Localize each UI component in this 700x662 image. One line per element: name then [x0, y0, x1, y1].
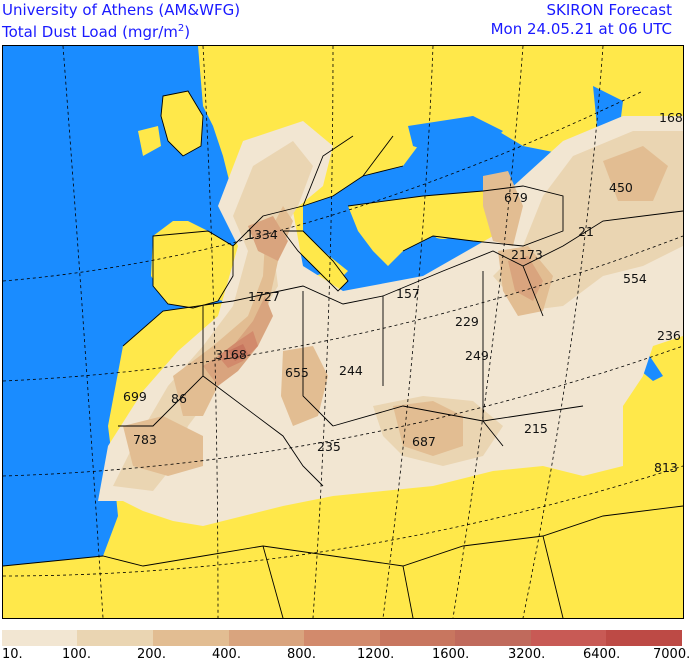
value-label: 235 — [317, 439, 341, 454]
value-label: 813 — [654, 460, 678, 475]
legend-swatch — [455, 630, 531, 646]
value-label: 450 — [609, 180, 633, 195]
legend-swatch — [77, 630, 153, 646]
dust-level-400c — [508, 256, 543, 301]
legend-tick-label: 400. — [212, 647, 241, 662]
legend-tick-label: 1200. — [357, 647, 395, 662]
legend-swatch — [531, 630, 606, 646]
value-label: 655 — [285, 365, 309, 380]
legend-swatch — [153, 630, 229, 646]
value-label: 679 — [504, 190, 528, 205]
legend-swatch — [304, 630, 380, 646]
value-label: 554 — [623, 271, 647, 286]
value-label: 168 — [659, 110, 683, 125]
legend-swatch — [606, 630, 682, 646]
dust-map: 1334 1727 3168 655 244 699 86 783 235 68… — [2, 45, 684, 619]
value-label: 215 — [524, 421, 548, 436]
dust-level-200b — [123, 416, 203, 476]
value-label: 783 — [133, 432, 157, 447]
product-close: ) — [184, 23, 191, 41]
value-label: 229 — [455, 314, 479, 329]
value-label: 236 — [657, 328, 681, 343]
graticule — [3, 46, 683, 618]
value-label: 699 — [123, 389, 147, 404]
value-label: 3168 — [215, 347, 247, 362]
valid-time: Mon 24.05.21 at 06 UTC — [490, 20, 672, 38]
color-legend — [2, 630, 682, 646]
value-label: 2173 — [511, 247, 543, 262]
map-canvas: 1334 1727 3168 655 244 699 86 783 235 68… — [3, 46, 683, 618]
dust-level-200c — [281, 346, 328, 426]
dust-layers — [98, 116, 683, 526]
legend-tick-label: 6400. — [583, 647, 621, 662]
product-title: Total Dust Load (mgr/m2) — [2, 20, 190, 41]
dust-level-1200 — [228, 344, 248, 361]
legend-tick-label: 1600. — [432, 647, 470, 662]
unit-exponent: 2 — [177, 23, 185, 34]
dust-level-200d — [393, 401, 463, 456]
legend-tick-label: 200. — [137, 647, 166, 662]
value-label: 86 — [171, 391, 187, 406]
value-label: 1727 — [248, 289, 280, 304]
value-label: 1334 — [246, 227, 278, 242]
institution-title: University of Athens (AM&WFG) — [2, 1, 241, 19]
legend-swatch — [2, 630, 77, 646]
forecast-name: SKIRON Forecast — [546, 1, 672, 19]
value-labels: 1334 1727 3168 655 244 699 86 783 235 68… — [123, 110, 683, 475]
country-borders — [3, 90, 683, 618]
legend-swatch — [380, 630, 455, 646]
value-label: 244 — [339, 363, 363, 378]
legend-tick-label: 100. — [62, 647, 91, 662]
value-label: 157 — [396, 286, 420, 301]
legend-tick-label: 10. — [2, 647, 23, 662]
product-label: Total Dust Load (mgr/m — [2, 23, 178, 41]
legend-swatch — [229, 630, 304, 646]
legend-tick-label: 800. — [287, 647, 316, 662]
dust-level-200g — [603, 146, 668, 201]
legend-tick-label: 3200. — [508, 647, 546, 662]
value-label: 249 — [465, 348, 489, 363]
value-label: 687 — [412, 434, 436, 449]
value-label: 21 — [578, 224, 594, 239]
legend-tick-label: 7000. — [653, 647, 691, 662]
dust-level-400b — [248, 216, 288, 261]
